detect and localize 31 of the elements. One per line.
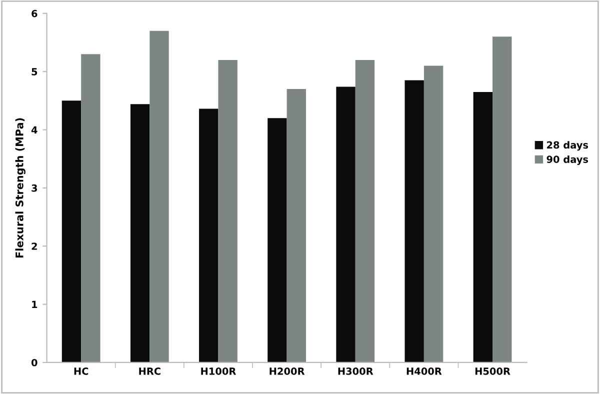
bar <box>355 60 375 362</box>
bar <box>81 54 100 362</box>
bar <box>404 80 424 362</box>
x-tick-label: H200R <box>270 368 305 375</box>
y-axis-title: Flexural Strength (MPa) <box>15 118 26 258</box>
y-tick-label: 3 <box>32 184 37 192</box>
y-tick-label: 5 <box>32 68 38 76</box>
x-tick-label: H100R <box>201 368 236 375</box>
bar <box>199 108 218 362</box>
bar <box>424 66 444 362</box>
bar <box>130 104 150 362</box>
bar <box>268 118 287 362</box>
y-tick-label: 0 <box>31 358 38 366</box>
x-tick-label: H300R <box>338 368 374 375</box>
x-tick-label: HC <box>74 368 88 375</box>
y-tick-label: 6 <box>32 10 38 18</box>
y-tick-label: 2 <box>32 242 37 250</box>
bar <box>473 92 493 362</box>
bar <box>492 36 512 362</box>
x-tick-label: HRC <box>139 368 160 375</box>
y-tick-label: 1 <box>32 300 38 308</box>
legend-label: 90 days <box>546 155 588 165</box>
x-tick-label: H400R <box>406 368 442 375</box>
y-tick-label: 4 <box>31 126 38 134</box>
bar <box>336 86 356 362</box>
bar <box>150 30 169 362</box>
x-tick-label: H500R <box>475 368 510 375</box>
bar <box>218 60 238 362</box>
legend-label: 28 days <box>547 141 588 151</box>
bar <box>62 100 82 362</box>
bar <box>286 89 306 362</box>
